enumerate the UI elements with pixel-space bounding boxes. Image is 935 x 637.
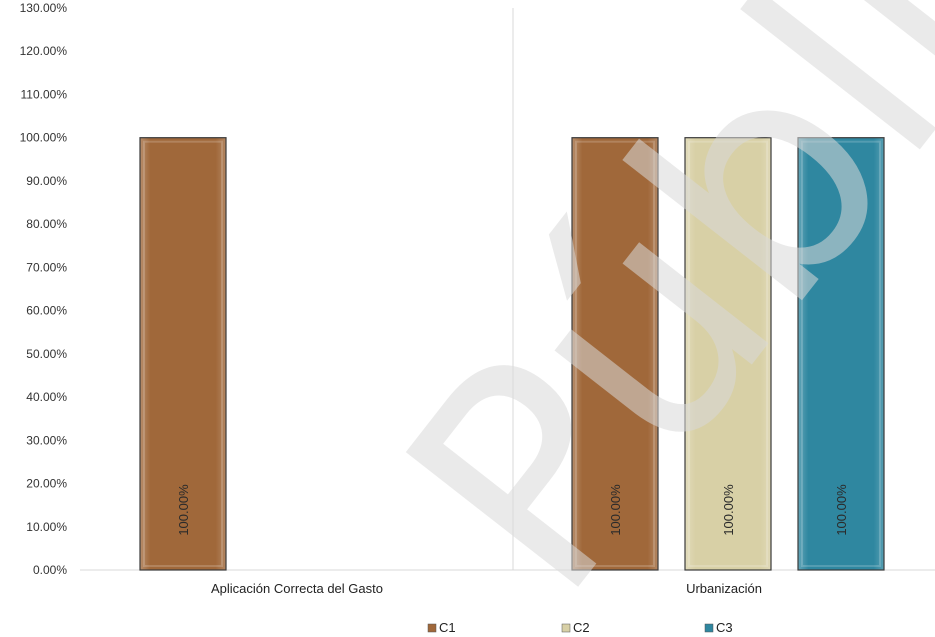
y-tick-label: 130.00%	[20, 1, 68, 15]
data-label: 100.00%	[176, 484, 191, 536]
bar-bevel	[688, 140, 768, 567]
bar-bevel	[575, 140, 655, 567]
y-tick-label: 20.00%	[26, 477, 67, 491]
y-tick-label: 70.00%	[26, 260, 67, 274]
y-tick-label: 120.00%	[20, 44, 68, 58]
y-tick-label: 0.00%	[33, 563, 67, 577]
bar-bevel	[801, 140, 881, 567]
legend: C1 C2 C3	[427, 620, 733, 635]
data-label: 100.00%	[608, 484, 623, 536]
y-tick-label: 90.00%	[26, 174, 67, 188]
y-tick-label: 80.00%	[26, 217, 67, 231]
y-tick-label: 30.00%	[26, 433, 67, 447]
category-labels: Aplicación Correcta del Gasto Urbanizació…	[211, 581, 762, 596]
y-tick-label: 110.00%	[21, 87, 68, 101]
y-tick-label: 60.00%	[26, 304, 67, 318]
legend-label-c1: C1	[439, 620, 456, 635]
data-label: 100.00%	[834, 484, 849, 536]
bar-c2	[684, 137, 772, 571]
legend-swatch-c3	[704, 623, 714, 633]
y-tick-label: 100.00%	[20, 131, 68, 145]
y-axis: 0.00% 10.00% 20.00% 30.00% 40.00% 50.00% 60.00…	[20, 1, 68, 577]
data-label: 100.00%	[721, 484, 736, 536]
bar-bevel	[143, 140, 223, 567]
bar-c1	[139, 137, 227, 571]
legend-swatch-c2	[561, 623, 571, 633]
bar-c1	[571, 137, 659, 571]
legend-label-c2: C2	[573, 620, 590, 635]
y-tick-label: 50.00%	[26, 347, 67, 361]
legend-swatch-c1	[427, 623, 437, 633]
bars: 100.00% 100.00% 100.00% 100.00%	[139, 137, 885, 571]
y-tick-label: 10.00%	[26, 520, 67, 534]
y-tick-label: 40.00%	[26, 390, 67, 404]
category-label: Aplicación Correcta del Gasto	[211, 581, 383, 596]
bar-c3	[797, 137, 885, 571]
legend-label-c3: C3	[716, 620, 733, 635]
category-label: Urbanización	[686, 581, 762, 596]
